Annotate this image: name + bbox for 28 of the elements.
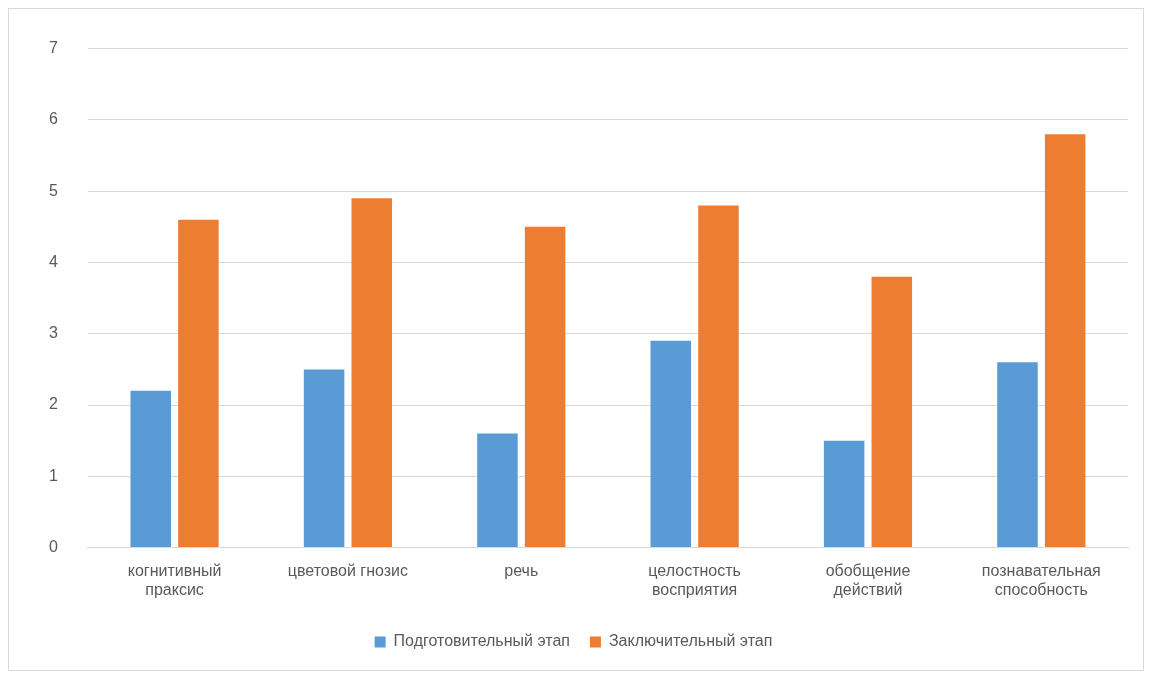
y-tick-label: 7 [48,39,58,57]
legend-label: Подготовительный этап [393,632,570,650]
y-tick-label: 5 [48,181,58,199]
legend-label: Заключительный этап [608,632,773,650]
bar [823,440,865,548]
y-tick-label: 6 [48,110,58,128]
bar [178,219,219,548]
y-tick-label: 0 [48,538,58,556]
bar [997,362,1038,548]
x-tick-label: целостность восприятия [648,561,741,598]
x-tick-label: познавательная способность [981,561,1101,598]
bar [650,340,692,548]
y-tick-label: 2 [48,395,58,413]
y-tick-label: 4 [48,252,58,270]
x-tick-label: речь [504,561,539,579]
x-tick-label: когнитивный праксис [127,561,222,598]
bar [303,369,345,548]
y-tick-label: 3 [48,324,58,342]
bar [130,390,171,548]
bar [524,226,566,548]
bar [698,205,739,548]
bar [351,198,393,548]
bar [477,433,518,548]
bar [871,276,913,548]
y-tick-label: 1 [48,466,58,484]
x-tick-label: цветовой гнозис [287,561,409,579]
bar [1044,134,1086,548]
x-tick-label: обобщение действий [825,561,911,598]
